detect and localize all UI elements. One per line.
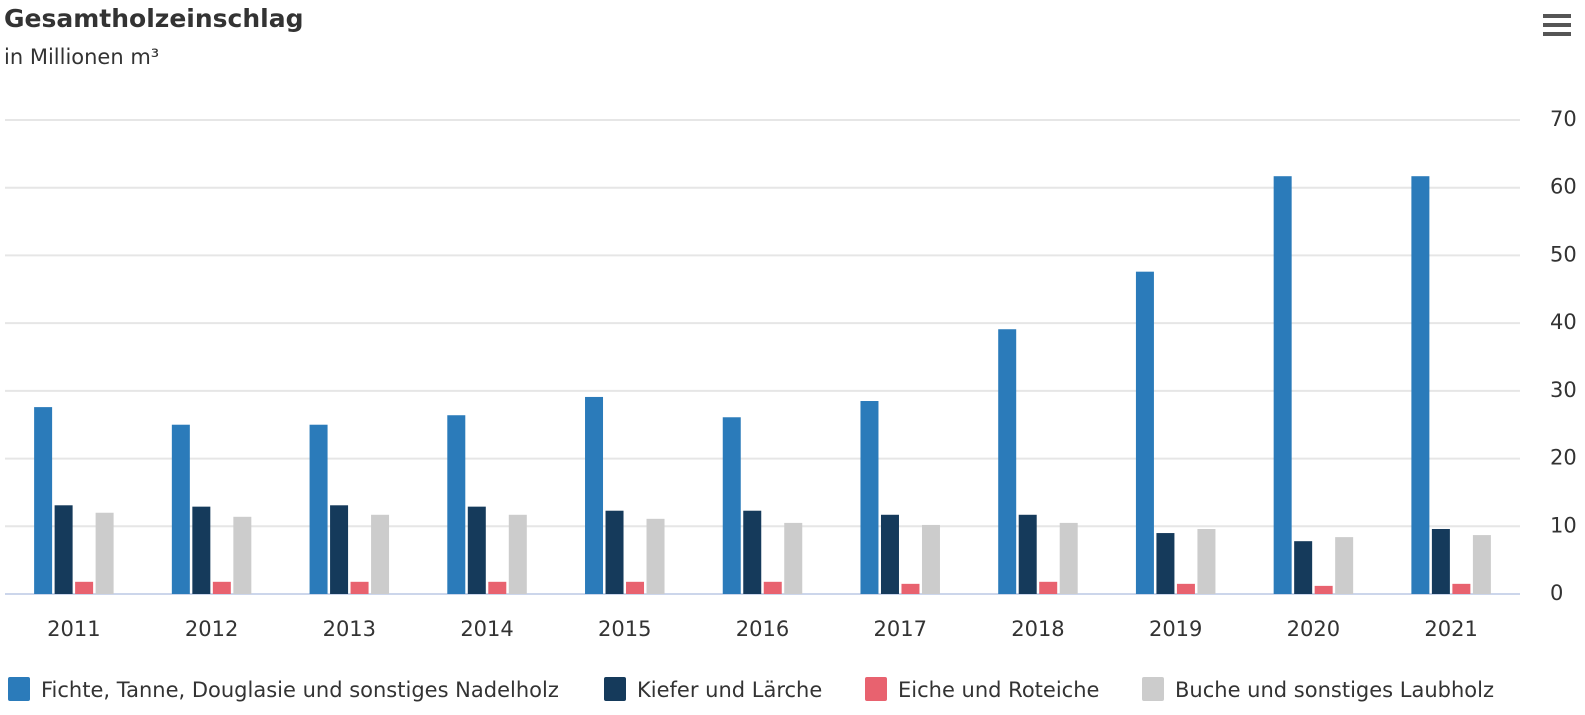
- y-tick-label: 0: [1550, 581, 1563, 605]
- x-tick-label: 2011: [47, 617, 100, 641]
- bar: [1411, 176, 1430, 594]
- bar: [1156, 533, 1175, 594]
- bar: [330, 505, 349, 594]
- bar: [763, 581, 782, 594]
- y-tick-label: 10: [1550, 513, 1577, 537]
- bar: [447, 415, 466, 594]
- bar: [860, 401, 879, 594]
- bar: [1197, 528, 1216, 594]
- y-tick-label: 60: [1550, 175, 1577, 199]
- x-tick-label: 2020: [1287, 617, 1340, 641]
- legend-label: Fichte, Tanne, Douglasie und sonstiges N…: [41, 678, 559, 702]
- menu-line: [1543, 32, 1571, 36]
- y-tick-label: 50: [1550, 242, 1577, 266]
- legend-swatch: [8, 677, 30, 701]
- bar: [1273, 176, 1292, 594]
- bar: [309, 424, 328, 594]
- bar: [1039, 581, 1058, 594]
- x-tick-label: 2016: [736, 617, 789, 641]
- bar: [350, 581, 369, 594]
- bar: [1314, 585, 1333, 594]
- bar: [901, 583, 920, 594]
- bar: [1059, 522, 1078, 594]
- bar: [371, 514, 390, 594]
- bar: [34, 407, 53, 594]
- x-tick-label: 2013: [323, 617, 376, 641]
- legend-swatch: [1142, 677, 1164, 701]
- bar: [54, 505, 73, 594]
- bar: [1335, 537, 1354, 594]
- bar: [784, 522, 803, 594]
- legend-swatch: [865, 677, 887, 701]
- menu-line: [1543, 23, 1571, 27]
- bar: [233, 516, 252, 594]
- bar: [171, 424, 190, 594]
- bar: [488, 581, 507, 594]
- x-tick-label: 2018: [1011, 617, 1064, 641]
- legend-swatch: [604, 677, 626, 701]
- legend-label: Buche und sonstiges Laubholz: [1175, 678, 1494, 702]
- y-tick-label: 20: [1550, 446, 1577, 470]
- bar: [722, 417, 741, 594]
- x-tick-label: 2017: [874, 617, 927, 641]
- menu-icon[interactable]: [1543, 14, 1571, 36]
- chart-title: Gesamtholzeinschlag: [4, 4, 303, 33]
- bar: [1294, 541, 1313, 594]
- bar: [585, 396, 604, 594]
- menu-line: [1543, 14, 1571, 18]
- bar: [508, 514, 527, 594]
- bar: [1452, 583, 1471, 594]
- bar: [192, 506, 211, 594]
- y-tick-label: 70: [1550, 107, 1577, 131]
- bar: [743, 510, 762, 594]
- bar: [95, 512, 114, 594]
- bar: [998, 329, 1017, 594]
- bar: [921, 524, 940, 594]
- bar: [1472, 535, 1491, 594]
- bar: [75, 581, 94, 594]
- bar: [605, 510, 624, 594]
- bar: [467, 506, 486, 594]
- bar: [646, 518, 665, 594]
- legend-label: Eiche und Roteiche: [898, 678, 1099, 702]
- y-tick-label: 40: [1550, 310, 1577, 334]
- x-tick-label: 2015: [598, 617, 651, 641]
- bar: [880, 514, 899, 594]
- x-tick-label: 2014: [460, 617, 513, 641]
- bar: [1018, 514, 1037, 594]
- legend-label: Kiefer und Lärche: [637, 678, 822, 702]
- x-tick-label: 2021: [1424, 617, 1477, 641]
- x-tick-label: 2019: [1149, 617, 1202, 641]
- x-tick-label: 2012: [185, 617, 238, 641]
- bar: [1176, 583, 1195, 594]
- bar: [1135, 271, 1154, 594]
- chart-subtitle: in Millionen m³: [4, 45, 159, 69]
- y-tick-label: 30: [1550, 378, 1577, 402]
- bar: [626, 581, 645, 594]
- bar: [212, 581, 231, 594]
- bar: [1431, 528, 1450, 594]
